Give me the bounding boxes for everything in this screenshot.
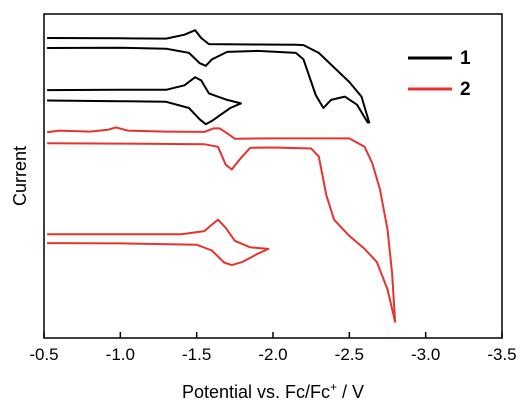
series-1-narrow-scan — [47, 76, 242, 126]
plot-frame — [43, 13, 503, 339]
series-1 — [47, 29, 371, 126]
x-axis-title-superscript: + — [330, 380, 337, 394]
x-tick-label: -1.5 — [182, 345, 211, 364]
x-tick-label: -2.0 — [258, 345, 287, 364]
legend-label-2: 2 — [460, 79, 471, 100]
x-axis-title-main: Potential vs. Fc/Fc — [182, 382, 330, 402]
legend: 1 2 — [408, 48, 471, 100]
x-axis-title-unit: / V — [337, 382, 364, 402]
x-tick-label: -2.5 — [335, 345, 364, 364]
curves-layer — [46, 29, 397, 323]
legend-label-1: 1 — [460, 48, 471, 69]
series-1-wide-scan — [47, 29, 371, 124]
series-2-narrow-scan — [47, 218, 270, 267]
x-axis-ticks: -0.5 -1.0 -1.5 -2.0 -2.5 -3.0 -3.5 — [29, 332, 517, 364]
x-axis-title: Potential vs. Fc/Fc+ / V — [182, 380, 364, 402]
y-axis-title: Current — [10, 146, 30, 206]
series-2-wide-scan — [46, 126, 397, 323]
x-tick-label: -0.5 — [29, 345, 58, 364]
x-tick-label: -3.5 — [487, 345, 516, 364]
series-2 — [46, 126, 397, 323]
x-tick-label: -1.0 — [106, 345, 135, 364]
x-tick-label: -3.0 — [411, 345, 440, 364]
